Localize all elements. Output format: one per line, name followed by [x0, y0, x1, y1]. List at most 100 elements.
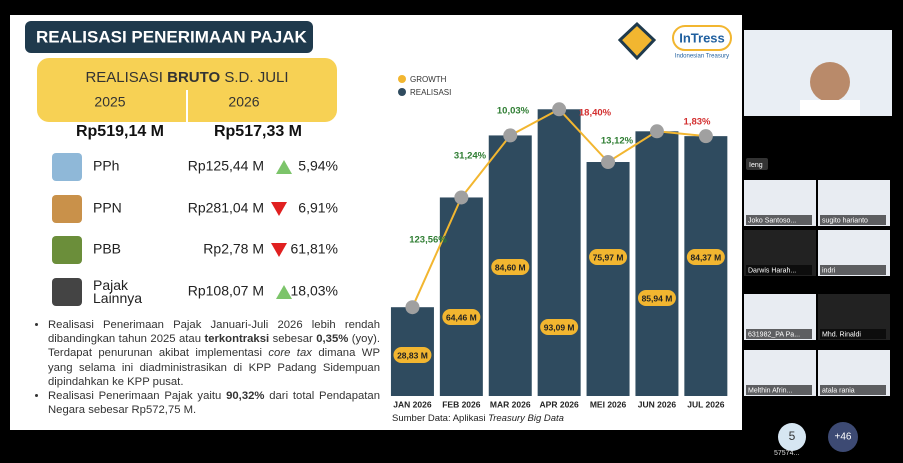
year: 2026 [228, 94, 259, 110]
x-tick-label: JAN 2026 [393, 399, 432, 409]
name-chip [746, 385, 812, 395]
growth-point [454, 190, 469, 205]
growth-point [649, 124, 664, 139]
icon [52, 236, 82, 264]
logo-frame [672, 25, 732, 51]
growth-point [601, 155, 616, 170]
year: 2025 [94, 94, 125, 110]
more-button[interactable] [828, 422, 858, 452]
text-part: sebesar [269, 333, 317, 346]
text-part: dimana WP yang selama ini diadministrasi… [48, 347, 380, 388]
legend-marker [398, 88, 406, 96]
growth-label: 18,40% [579, 108, 612, 119]
slide-title: REALISASI PENERIMAAN PAJAK [36, 27, 307, 46]
text-part: Realisasi Penerimaan Pajak yaitu [48, 390, 227, 403]
name-chip [746, 215, 812, 225]
trend-arrow [276, 160, 292, 174]
participant-name: Ieng [749, 162, 763, 169]
total: Rp517,33 M [214, 123, 302, 140]
bar [439, 197, 483, 396]
value-pill [589, 249, 628, 265]
text-part: 90,32% [226, 390, 265, 403]
participant-name: Darwis Harah... [748, 267, 796, 274]
bullet-list: Realisasi Penerimaan Pajak Januari-Juli … [30, 318, 380, 417]
text-part: (yoy). Terdapat penurunan akibat impleme… [48, 333, 380, 360]
name-chip [746, 158, 768, 170]
title-box [25, 21, 313, 53]
value-label: 93,09 M [544, 322, 575, 332]
growth-label: 123,56% [409, 235, 447, 246]
bullet: Realisasi Penerimaan Pajak Januari-Juli … [48, 318, 380, 389]
speaker [810, 62, 850, 102]
bar [635, 131, 679, 396]
legend-label: GROWTH [410, 75, 447, 84]
growth-label: 31,24% [454, 151, 487, 162]
row-name-line: Pajak [93, 277, 129, 293]
x-tick-label: JUL 2026 [687, 399, 724, 409]
participant-name: atala rania [822, 387, 855, 394]
value-pill [393, 347, 432, 363]
value-label: 28,83 M [397, 350, 428, 360]
x-tick-label: FEB 2026 [442, 399, 481, 409]
row-pct: 6,91% [298, 200, 338, 216]
logo-sub: Indonesian Treasury [675, 54, 729, 60]
text-part: Realisasi Penerimaan Pajak Januari-Juli … [48, 319, 380, 346]
legend-marker [398, 75, 406, 83]
name-chip [820, 265, 886, 275]
bullet: Realisasi Penerimaan Pajak yaitu 90,32% … [48, 389, 380, 417]
header-text: REALISASI BRUTO S.D. JULI [85, 69, 288, 86]
bullets: Realisasi Penerimaan Pajak Januari-Juli … [30, 318, 380, 428]
value-pill [686, 249, 725, 265]
participant-name: sugito harianto [822, 217, 868, 224]
participant-name: 631982_PA Pa... [748, 331, 800, 338]
row-name: Pajak Lainnya [93, 277, 142, 306]
growth-label: 1,83% [684, 117, 711, 128]
name-chip [820, 385, 886, 395]
bar [684, 136, 728, 397]
text-part: BRUTO [167, 69, 220, 86]
row-value: Rp125,44 M [188, 158, 264, 174]
icon [52, 195, 82, 223]
row-name: PPh [93, 158, 119, 174]
logo-text: InTress [679, 30, 725, 45]
logo-kemenkeu [617, 21, 657, 61]
participant-name: Mhd. Rinaldi [822, 331, 861, 338]
more-count: +46 [835, 432, 852, 443]
text-part: terkontraksi [204, 333, 270, 346]
x-tick-label: MAR 2026 [490, 399, 531, 409]
page-caption: 57574... [774, 450, 799, 457]
name-chip [820, 215, 886, 225]
row-pct: 61,81% [291, 241, 338, 257]
text-part: 0,35% [316, 333, 349, 346]
source: Sumber Data: Aplikasi Treasury Big Data [392, 413, 564, 424]
name-chip [820, 329, 886, 339]
x-tick-label: JUN 2026 [638, 399, 677, 409]
page-count: 5 [789, 429, 796, 443]
page-button[interactable] [778, 423, 806, 451]
legend-label: REALISASI [410, 88, 451, 97]
value-pill [491, 259, 530, 275]
row-name-line: Lainnya [93, 290, 142, 306]
participant-name: Joko Santoso... [748, 217, 796, 224]
bar [586, 162, 630, 396]
participant-name: Melthin Afrin... [748, 387, 792, 394]
participant-name: indri [822, 267, 836, 274]
row-value: Rp108,07 M [188, 283, 264, 299]
row-name: PBB [93, 241, 121, 257]
text-part: dari total Pendapatan Negara sebesar Rp5… [48, 390, 380, 417]
value-pill [540, 319, 579, 335]
trend-arrow [271, 202, 287, 216]
text-part: REALISASI [85, 69, 167, 86]
value-label: 64,46 M [446, 312, 477, 322]
icon [52, 278, 82, 306]
row-pct: 5,94% [298, 158, 338, 174]
growth-point [503, 128, 518, 143]
value-pill [442, 309, 481, 325]
x-tick-label: APR 2026 [540, 399, 579, 409]
name-chip [746, 265, 812, 275]
trend-arrow [276, 285, 292, 299]
growth-label: 13,12% [601, 136, 634, 147]
row-name: PPN [93, 200, 122, 216]
